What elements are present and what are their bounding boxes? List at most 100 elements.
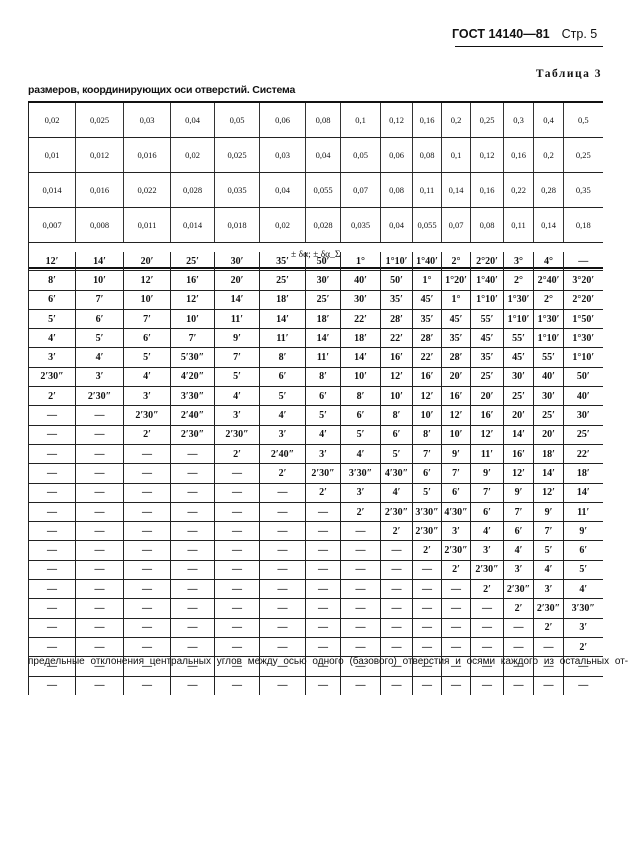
table-cell: 0,11 bbox=[412, 172, 442, 208]
table-cell: 7′ bbox=[503, 502, 534, 523]
table-cell: — bbox=[214, 560, 260, 581]
table-cell: 0,02 bbox=[170, 137, 215, 173]
table-row: 0,007 0,008 0,011 0,014 0,018 0,02 0,028 0,035 0… bbox=[28, 207, 603, 243]
table-row: — — — — — — — — — — — — —2′ 3′ bbox=[28, 618, 603, 638]
table-cell: — bbox=[380, 637, 413, 658]
table-cell: 8′ bbox=[28, 270, 76, 291]
table-cell: — bbox=[28, 656, 76, 677]
table-cell: — bbox=[533, 676, 564, 695]
table-cell: 2′ bbox=[305, 483, 341, 503]
table-cell: — bbox=[28, 444, 76, 465]
table-row: — —2′30″ 2′40″ 3′ 4′ 5′ 6′ 8′ 10′ 12′ 16′ 20′ 25′ 30′ bbox=[28, 405, 603, 426]
table-cell: — bbox=[412, 637, 442, 658]
table-cell: 2′ bbox=[380, 521, 413, 542]
table-cell: 0,1 bbox=[441, 137, 471, 173]
table-cell: 6′ bbox=[470, 502, 504, 523]
table-cell: 22′ bbox=[380, 328, 413, 349]
angle-deviation-table: 12′ 14′ 20′ 25′ 30′ 35′ 50′ 1° 1°10′ 1°40′ 2° 2°20′… bbox=[28, 252, 603, 695]
table-cell: — bbox=[123, 598, 171, 619]
table-cell: — bbox=[170, 656, 215, 677]
table-cell: 8′ bbox=[305, 367, 341, 388]
table-cell: 3′ bbox=[533, 579, 564, 600]
table-cell: — bbox=[75, 463, 124, 484]
table-cell: — bbox=[214, 598, 260, 619]
table-cell: 7′ bbox=[214, 347, 260, 368]
table-row: — — — — — — —2′ 2′30″ 3′30″ 4′30″ 6′ 7′ 9′ 11′ bbox=[28, 502, 603, 523]
table-cell: — bbox=[259, 502, 306, 523]
table-cell: 4′ bbox=[563, 579, 603, 600]
table-cell: — bbox=[340, 656, 381, 677]
table-cell: 12′ bbox=[412, 386, 442, 407]
table-cell: 11′ bbox=[470, 444, 504, 465]
table-cell: — bbox=[412, 656, 442, 677]
table-cell: — bbox=[412, 560, 442, 581]
table-row: 0,014 0,016 0,022 0,028 0,035 0,04 0,055 0,07 0,… bbox=[28, 172, 603, 208]
table-cell: — bbox=[170, 598, 215, 619]
table-cell: — bbox=[123, 637, 171, 658]
table-cell: 2′ bbox=[123, 425, 171, 445]
table-cell: — bbox=[305, 560, 341, 581]
table-cell: — bbox=[214, 637, 260, 658]
table-cell: 3′ bbox=[340, 483, 381, 503]
table-cell: — bbox=[340, 579, 381, 600]
table-cell: 3′ bbox=[441, 521, 471, 542]
table-number: Таблица 3 bbox=[535, 68, 602, 80]
table-cell: 0,25 bbox=[563, 137, 603, 173]
table-cell: 5′ bbox=[412, 483, 442, 503]
table-cell: 14′ bbox=[533, 463, 564, 484]
table-cell: 20′ bbox=[441, 367, 471, 388]
table-row: 3′ 4′ 5′ 5′30″ 7′ 8′ 11′ 14′ 16′ 22′ 28′ 35′ 45′ 55′ 1… bbox=[28, 347, 603, 368]
table-cell: 11′ bbox=[214, 309, 260, 330]
table-cell: 0,028 bbox=[305, 207, 341, 243]
table-cell: 7′ bbox=[533, 521, 564, 542]
table-cell: 28′ bbox=[380, 309, 413, 330]
table-cell: — bbox=[75, 676, 124, 695]
table-cell: 9′ bbox=[533, 502, 564, 523]
table-cell: 0,007 bbox=[28, 207, 76, 243]
table-cell: 0,14 bbox=[533, 207, 564, 243]
table-cell: 5′ bbox=[259, 386, 306, 407]
table-cell: 2°20′ bbox=[563, 290, 603, 310]
table-cell: 1° bbox=[412, 270, 442, 291]
table-cell: — bbox=[123, 463, 171, 484]
table-cell: — bbox=[259, 618, 306, 638]
table-cell: 16′ bbox=[470, 405, 504, 426]
table-cell: 0,5 bbox=[563, 102, 603, 138]
table-cell: — bbox=[305, 579, 341, 600]
table-cell: — bbox=[170, 463, 215, 484]
table-cell: — bbox=[75, 521, 124, 542]
table-cell: — bbox=[412, 579, 442, 600]
table-cell: 0,014 bbox=[28, 172, 76, 208]
table-cell: 0,12 bbox=[380, 102, 413, 138]
table-cell: 3′30″ bbox=[412, 502, 442, 523]
table-cell: 16′ bbox=[441, 386, 471, 407]
table-cell: — bbox=[123, 483, 171, 503]
table-cell: — bbox=[305, 598, 341, 619]
table-cell: — bbox=[214, 579, 260, 600]
table-cell: — bbox=[340, 540, 381, 561]
table-cell: — bbox=[170, 502, 215, 523]
table-cell: 1°10′ bbox=[380, 252, 413, 272]
table-cell: 9′ bbox=[214, 328, 260, 349]
table-cell: — bbox=[470, 618, 504, 638]
table-cell: 6′ bbox=[28, 290, 76, 310]
table-cell: — bbox=[380, 598, 413, 619]
table-cell: 9′ bbox=[503, 483, 534, 503]
table-cell: — bbox=[75, 444, 124, 465]
table-row: 2′ 2′30″ 3′ 3′30″ 4′ 5′ 6′ 8′ 10′ 12′ 16′ 20′ 25′ 30′… bbox=[28, 386, 603, 407]
table-cell: 18′ bbox=[533, 444, 564, 465]
table-cell: 11′ bbox=[305, 347, 341, 368]
table-cell: 6′ bbox=[563, 540, 603, 561]
table-cell: 18′ bbox=[563, 463, 603, 484]
table-cell: 0,06 bbox=[380, 137, 413, 173]
table-cell: 0,18 bbox=[563, 207, 603, 243]
table-cell: 0,011 bbox=[123, 207, 171, 243]
table-cell: — bbox=[75, 405, 124, 426]
table-cell: 10′ bbox=[75, 270, 124, 291]
table-cell: 0,2 bbox=[533, 137, 564, 173]
table-cell: — bbox=[259, 483, 306, 503]
table-cell: — bbox=[75, 540, 124, 561]
table-row: 5′ 6′ 7′ 10′ 11′ 14′ 18′ 22′ 28′ 35′ 45′ 55′ 1°10′ 1°… bbox=[28, 309, 603, 330]
table-cell: 1°30′ bbox=[563, 328, 603, 349]
page-number: Стр. 5 bbox=[561, 27, 598, 41]
